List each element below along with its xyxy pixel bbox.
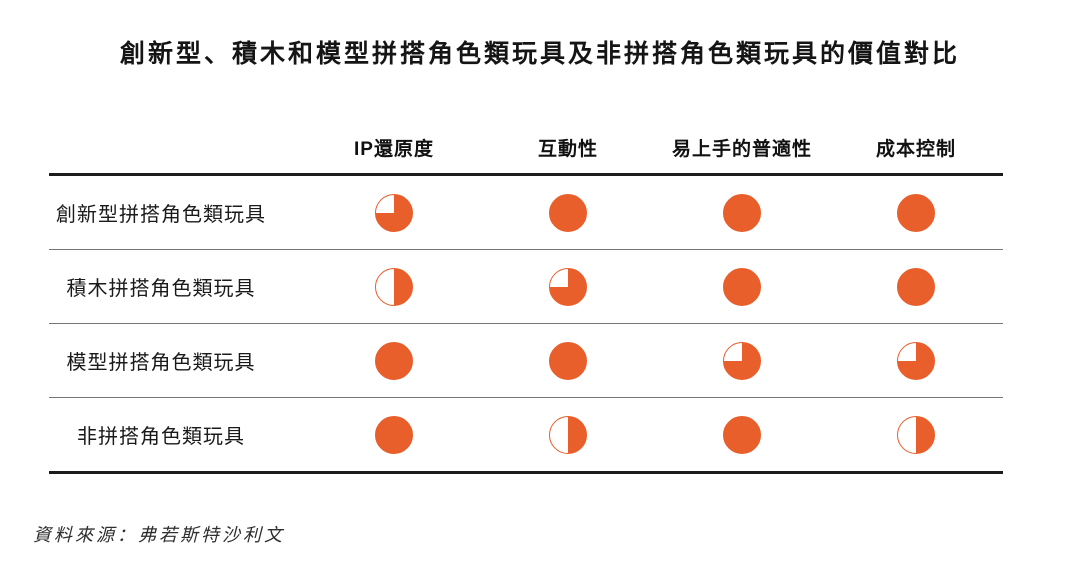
harvey-ball-100-icon — [549, 341, 587, 380]
source-note: 資料來源：弗若斯特沙利文 — [33, 525, 285, 545]
harvey-ball-75-icon — [549, 267, 587, 306]
harvey-ball-75-icon — [897, 341, 935, 380]
row-label: 模型拼搭角色類玩具 — [66, 352, 256, 374]
rating-cell — [829, 415, 1003, 454]
harvey-ball-100-icon — [375, 341, 413, 380]
table-body: 創新型拼搭角色類玩具 積木拼搭角色類玩具 模型拼搭角色類玩具 非拼搭角色類玩具 — [49, 173, 1003, 474]
table-row: 積木拼搭角色類玩具 — [49, 250, 1003, 324]
harvey-ball-50-icon — [375, 267, 413, 306]
harvey-ball-100-icon — [549, 193, 587, 232]
rating-cell — [481, 415, 655, 454]
rating-cell — [481, 267, 655, 306]
rating-cell — [307, 193, 481, 232]
rating-cell — [481, 193, 655, 232]
column-header-2: 互動性 — [537, 138, 598, 160]
harvey-ball-100-icon — [375, 415, 413, 454]
row-label: 創新型拼搭角色類玩具 — [56, 204, 266, 226]
harvey-ball-100-icon — [897, 267, 935, 306]
rating-cell — [655, 193, 829, 232]
column-header-4: 成本控制 — [875, 138, 956, 160]
table-row: 非拼搭角色類玩具 — [49, 398, 1003, 471]
harvey-ball-50-icon — [897, 415, 935, 454]
rating-cell — [829, 193, 1003, 232]
harvey-ball-75-icon — [375, 193, 413, 232]
row-label: 積木拼搭角色類玩具 — [66, 278, 256, 300]
rating-cell — [307, 267, 481, 306]
rating-cell — [307, 341, 481, 380]
harvey-ball-100-icon — [723, 267, 761, 306]
harvey-ball-75-icon — [723, 341, 761, 380]
chart-title: 創新型、積木和模型拼搭角色類玩具及非拼搭角色類玩具的價值對比 — [119, 40, 960, 68]
rating-cell — [655, 341, 829, 380]
table-row: 模型拼搭角色類玩具 — [49, 324, 1003, 398]
rating-cell — [481, 341, 655, 380]
table-header-row: IP還原度 互動性 易上手的普適性 成本控制 — [49, 133, 1003, 161]
rating-cell — [655, 267, 829, 306]
comparison-table: IP還原度 互動性 易上手的普適性 成本控制 創新型拼搭角色類玩具 積木拼搭角色類玩具模… — [49, 133, 1003, 474]
harvey-ball-50-icon — [549, 415, 587, 454]
rating-cell — [307, 415, 481, 454]
harvey-ball-100-icon — [723, 415, 761, 454]
table-row: 創新型拼搭角色類玩具 — [49, 176, 1003, 250]
row-label: 非拼搭角色類玩具 — [77, 426, 245, 448]
column-header-3: 易上手的普適性 — [671, 138, 812, 160]
figure-page: 創新型、積木和模型拼搭角色類玩具及非拼搭角色類玩具的價值對比 IP還原度 互動性 易… — [0, 34, 1080, 581]
column-header-1: IP還原度 — [354, 138, 434, 160]
rating-cell — [829, 341, 1003, 380]
harvey-ball-100-icon — [723, 193, 761, 232]
rating-cell — [655, 415, 829, 454]
rating-cell — [829, 267, 1003, 306]
harvey-ball-100-icon — [897, 193, 935, 232]
